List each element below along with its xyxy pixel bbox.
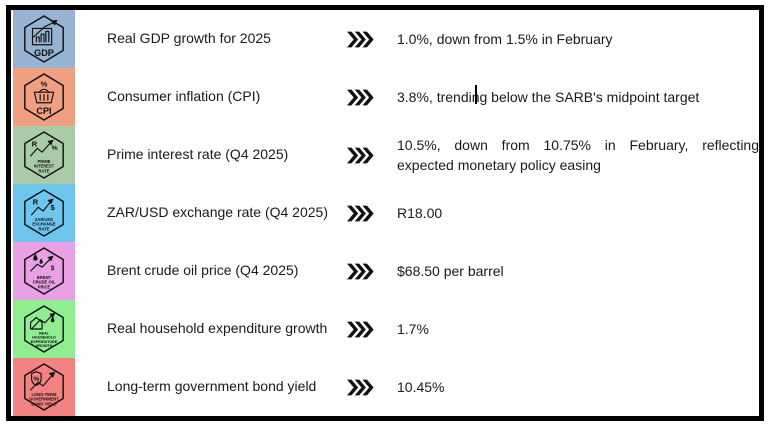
icon-text: CPI [36,106,51,116]
zar-usd-exchange-rate-icon: R $ ZAR/USD EXCHANGE RATE [24,189,64,237]
indicator-value[interactable]: 1.7% [397,320,429,337]
icon-caption: GROWTH [36,344,53,348]
icon-caption: BRENT [37,275,52,280]
icon-caption: PRICE [38,284,51,289]
icon-caption: EXPENDITURE [31,340,58,344]
icon-caption: PRIME [37,159,50,164]
triple-chevron-icon [347,147,375,164]
icon-text: R [32,139,38,148]
gdp-icon: GDP [24,15,64,63]
icon-caption: GOVERNMENT [29,397,59,402]
icon-text: $ [50,203,55,212]
icon-tile: R % PRIME INTEREST RATE [13,126,75,184]
indicator-label[interactable]: Real household expenditure growth [107,320,328,337]
table-row: REAL HOUSEHOLD EXPENDITURE GROWTH Real h… [13,300,759,358]
brent-crude-oil-icon: $ BRENT CRUDE OIL PRICE [24,247,64,295]
icon-caption: RATE [39,168,50,173]
icon-tile: % LONG-TERM GOVERNMENT BOND YIELD [13,358,75,416]
indicator-label[interactable]: Consumer inflation (CPI) [107,88,261,105]
icon-tile: $ BRENT CRUDE OIL PRICE [13,242,75,300]
icon-caption: INTEREST [34,164,55,169]
icon-caption: CRUDE OIL [33,280,56,285]
triple-chevron-icon [347,263,375,280]
indicator-label[interactable]: Long-term government bond yield [107,378,317,395]
cpi-basket-icon: % CPI [24,73,64,121]
icon-tile: % CPI [13,68,75,126]
indicator-value[interactable]: 10.45% [397,378,445,395]
icon-tile: R $ ZAR/USD EXCHANGE RATE [13,184,75,242]
icon-caption: RATE [39,226,50,231]
slide-border: GDP Real GDP growth for 2025 1.0%, down … [6,5,764,421]
indicator-value-wrap[interactable]: 3.8%, trending below the SARB's midpoint… [397,84,759,107]
table-row: R $ ZAR/USD EXCHANGE RATE ZAR/USD exchan… [13,184,759,242]
icon-caption: HOUSEHOLD [32,336,56,340]
icon-tile: GDP [13,10,75,68]
icon-text: % [41,79,48,88]
indicator-value[interactable]: 10.5%, down from 10.75% in February, ref… [397,136,759,173]
icon-tile: REAL HOUSEHOLD EXPENDITURE GROWTH [13,300,75,358]
icon-text: GDP [34,48,54,58]
indicator-label[interactable]: Prime interest rate (Q4 2025) [107,146,289,163]
icon-caption: EXCHANGE [32,222,56,227]
indicator-label[interactable]: ZAR/USD exchange rate (Q4 2025) [107,204,328,221]
indicator-table: GDP Real GDP growth for 2025 1.0%, down … [11,10,759,416]
icon-text: R [33,197,39,206]
indicator-value[interactable]: R18.00 [397,204,443,221]
icon-caption: REAL [39,331,50,335]
icon-text: $ [51,265,55,272]
indicator-value[interactable]: 1.0%, down from 1.5% in February [397,30,613,47]
triple-chevron-icon [347,31,375,48]
indicator-label[interactable]: Real GDP growth for 2025 [107,30,271,47]
triple-chevron-icon [347,205,375,222]
indicator-value[interactable]: 3.8%, trending below the SARB's midpoint… [397,88,700,105]
triple-chevron-icon [347,89,375,106]
table-row: $ BRENT CRUDE OIL PRICE Brent crude oil … [13,242,759,300]
triple-chevron-icon [347,321,375,338]
indicator-label[interactable]: Brent crude oil price (Q4 2025) [107,262,299,279]
icon-text: % [52,145,58,152]
table-row: % LONG-TERM GOVERNMENT BOND YIELD Long-t… [13,358,759,416]
icon-caption: BOND YIELD [31,401,56,406]
icon-text: % [33,376,39,383]
government-bond-yield-icon: % LONG-TERM GOVERNMENT BOND YIELD [24,363,64,411]
indicator-value[interactable]: $68.50 per barrel [397,262,504,279]
icon-caption: LONG-TERM [32,392,57,397]
household-expenditure-icon: REAL HOUSEHOLD EXPENDITURE GROWTH [24,305,64,353]
table-row: % CPI Consumer inflation (CPI) 3.8%, tre… [13,68,759,126]
table-row: GDP Real GDP growth for 2025 1.0%, down … [13,10,759,68]
prime-interest-rate-icon: R % PRIME INTEREST RATE [24,131,64,179]
triple-chevron-icon [347,379,375,396]
icon-caption: ZAR/USD [35,217,53,222]
text-cursor [475,84,477,104]
table-row: R % PRIME INTEREST RATE Prime interest r… [13,126,759,184]
